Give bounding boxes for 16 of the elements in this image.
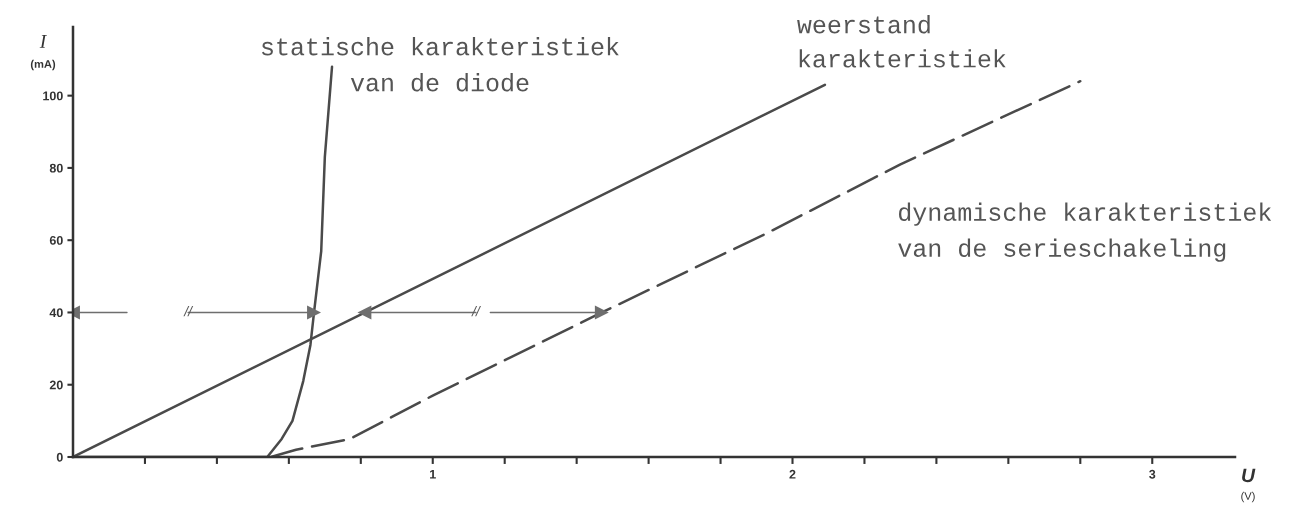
series-label: weerstand karakteristiek	[797, 15, 1006, 68]
text: statische karakteristiek van de diode	[262, 37, 619, 92]
x-tick-label: 1	[430, 469, 436, 479]
x-axis-title: U (V)	[1241, 468, 1256, 503]
y-tick-label: 40	[49, 308, 63, 318]
annotation: //	[183, 305, 194, 317]
y-tick-label: 100	[43, 91, 63, 101]
x-tick-label: 2	[789, 469, 796, 479]
series-label: dynamische karakteristiek van de serieschakeling	[898, 202, 1272, 262]
x-tick-label: 3	[1149, 469, 1156, 479]
y-tick-label: 20	[49, 380, 63, 390]
y-tick-label: 60	[49, 235, 63, 245]
y-tick-label: 80	[49, 163, 63, 173]
y-axis-title: I (mA)	[30, 34, 56, 71]
annotation: //	[471, 305, 481, 317]
y-tick-label: 0	[56, 452, 63, 462]
